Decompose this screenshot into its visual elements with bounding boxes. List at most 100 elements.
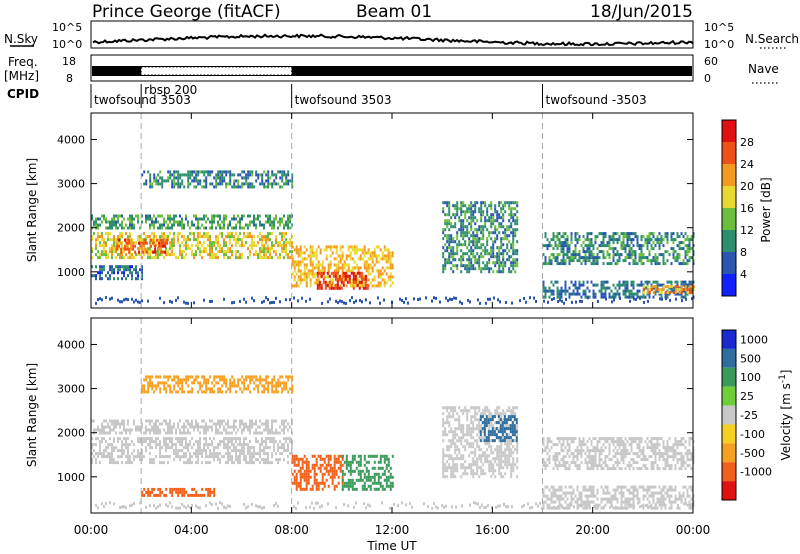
echo-cell <box>179 458 181 462</box>
echo-cell <box>612 235 615 239</box>
echo-cell <box>293 463 296 467</box>
echo-cell <box>171 446 173 450</box>
echo-cell <box>606 280 609 284</box>
echo-cell <box>175 381 178 385</box>
echo-cell <box>309 245 312 249</box>
echo-cell <box>209 235 211 239</box>
echo-cell <box>283 437 285 441</box>
echo-cell <box>442 421 445 425</box>
echo-cell <box>353 266 356 270</box>
echo-cell <box>109 458 111 462</box>
echo-cell <box>329 254 332 258</box>
echo-cell <box>229 437 231 441</box>
echo-cell <box>283 449 285 453</box>
echo-cell <box>548 286 551 290</box>
echo-cell <box>169 455 171 459</box>
echo-cell <box>107 446 109 450</box>
echo-cell <box>480 228 483 232</box>
echo-cell <box>179 487 182 491</box>
echo-cell <box>578 253 581 257</box>
echo-cell <box>181 455 183 459</box>
echo-cell <box>225 452 227 456</box>
echo-cell <box>201 452 203 456</box>
echo-cell <box>474 267 477 271</box>
echo-cell <box>161 223 163 227</box>
echo-cell <box>259 238 261 242</box>
echo-cell <box>331 281 334 285</box>
ground-scatter-cell <box>185 301 187 305</box>
echo-cell <box>480 270 483 274</box>
echo-cell <box>149 452 151 456</box>
echo-cell <box>460 207 463 211</box>
echo-cell <box>179 387 182 391</box>
echo-cell <box>195 238 197 242</box>
echo-cell <box>273 437 275 441</box>
echo-cell <box>476 231 479 235</box>
echo-cell <box>614 253 617 257</box>
echo-cell <box>307 254 310 258</box>
echo-cell <box>97 217 99 221</box>
echo-cell <box>383 254 386 258</box>
echo-cell <box>652 259 655 263</box>
echo-cell <box>508 228 511 232</box>
ground-scatter-cell <box>413 297 415 301</box>
echo-cell <box>211 443 213 447</box>
echo-cell <box>249 461 251 465</box>
echo-cell <box>347 463 350 467</box>
echo-cell <box>307 466 310 470</box>
echo-cell <box>478 240 481 244</box>
echo-cell <box>512 264 515 268</box>
echo-cell <box>454 213 457 217</box>
echo-cell <box>223 220 225 224</box>
echo-cell <box>315 281 318 285</box>
echo-cell <box>371 269 374 273</box>
echo-cell <box>285 384 288 388</box>
echo-cell <box>311 251 314 255</box>
echo-cell <box>133 455 135 459</box>
echo-cell <box>207 381 210 385</box>
echo-cell <box>207 425 209 429</box>
echo-cell <box>143 182 146 186</box>
echo-cell <box>273 419 275 423</box>
echo-cell <box>137 425 139 429</box>
echo-cell <box>552 235 555 239</box>
echo-cell <box>155 256 157 260</box>
echo-cell <box>500 454 503 458</box>
echo-cell <box>165 220 167 224</box>
echo-cell <box>267 390 270 394</box>
echo-cell <box>474 418 477 422</box>
echo-cell <box>454 463 457 467</box>
echo-cell <box>99 256 101 260</box>
echo-cell <box>107 455 109 459</box>
echo-cell <box>201 455 203 459</box>
echo-cell <box>500 237 503 241</box>
echo-cell <box>207 378 210 382</box>
echo-cell <box>576 259 579 263</box>
echo-cell <box>335 257 338 261</box>
echo-cell <box>295 263 298 267</box>
echo-cell <box>478 409 481 413</box>
echo-cell <box>167 437 169 441</box>
echo-cell <box>233 384 236 388</box>
echo-cell <box>123 428 125 432</box>
echo-cell <box>291 254 294 258</box>
echo-cell <box>259 375 262 379</box>
echo-cell <box>128 250 131 254</box>
echo-cell <box>313 281 316 285</box>
echo-cell <box>516 240 519 244</box>
echo-cell <box>476 418 479 422</box>
echo-cell <box>215 226 217 230</box>
echo-cell <box>321 269 324 273</box>
echo-cell <box>478 427 481 431</box>
echo-cell <box>348 274 351 278</box>
echo-cell <box>690 291 693 295</box>
echo-cell <box>584 250 587 254</box>
echo-cell <box>151 425 153 429</box>
echo-cell <box>490 466 493 470</box>
echo-cell <box>319 251 322 255</box>
echo-cell <box>199 217 201 221</box>
echo-cell <box>502 207 505 211</box>
echo-cell <box>151 387 154 391</box>
echo-cell <box>253 455 255 459</box>
ground-scatter-cell <box>175 298 177 302</box>
